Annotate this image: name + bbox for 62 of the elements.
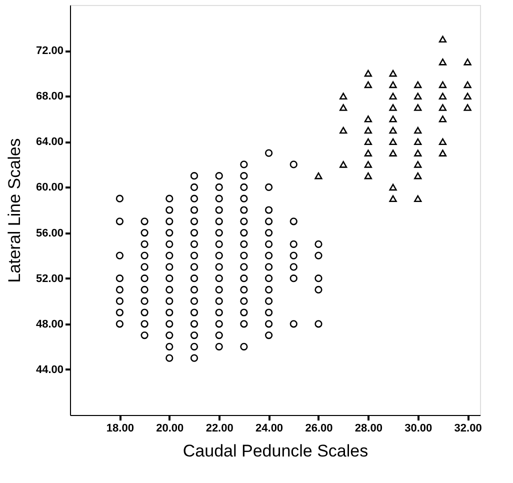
- y-tick-label: 68.00: [36, 90, 64, 103]
- point: [414, 81, 422, 88]
- point: [438, 58, 447, 66]
- point: [389, 138, 397, 146]
- y-tick-label: 64.00: [36, 136, 64, 148]
- point: [389, 116, 397, 122]
- point: [414, 172, 422, 180]
- point: [364, 116, 372, 122]
- point: [464, 58, 472, 66]
- point: [414, 138, 422, 146]
- point: [364, 172, 372, 180]
- point: [438, 116, 447, 122]
- point: [364, 70, 372, 77]
- point: [414, 92, 422, 100]
- point: [464, 81, 472, 88]
- x-tick-label: 18.00: [106, 422, 134, 434]
- point: [464, 92, 472, 100]
- point: [389, 184, 397, 191]
- x-tick-label: 26.00: [305, 422, 333, 434]
- point: [340, 126, 348, 134]
- point: [414, 150, 422, 156]
- point: [438, 138, 447, 146]
- point: [340, 92, 348, 100]
- y-axis-title: Lateral Line Scales: [4, 138, 24, 283]
- point: [389, 104, 397, 111]
- point: [414, 104, 422, 111]
- point: [438, 92, 447, 100]
- x-axis-title: Caudal Peduncle Scales: [182, 442, 368, 460]
- point: [364, 150, 372, 156]
- point: [438, 36, 447, 43]
- y-tick-label: 48.00: [36, 318, 64, 330]
- x-tick-label: 28.00: [354, 422, 382, 434]
- point: [464, 104, 472, 111]
- x-tick-label: 22.00: [206, 422, 234, 434]
- y-tick-label: 60.00: [36, 182, 64, 194]
- point: [389, 150, 397, 156]
- point: [414, 161, 422, 168]
- point: [438, 104, 447, 111]
- point: [364, 138, 372, 146]
- point: [340, 104, 348, 111]
- y-tick-label: 44.00: [36, 364, 64, 376]
- y-tick-label: 56.00: [36, 227, 64, 240]
- point: [314, 172, 322, 180]
- x-tick-label: 24.00: [256, 422, 284, 434]
- point: [389, 195, 397, 202]
- x-tick-label: 20.00: [156, 422, 184, 434]
- point: [438, 150, 447, 156]
- point: [389, 81, 397, 88]
- point: [364, 81, 372, 88]
- point: [389, 126, 397, 134]
- point: [438, 81, 447, 88]
- point: [340, 161, 348, 168]
- y-tick-label: 72.00: [36, 45, 64, 58]
- point: [389, 70, 397, 77]
- point: [364, 126, 372, 134]
- point: [414, 126, 422, 134]
- point: [414, 195, 422, 202]
- point: [364, 161, 372, 168]
- x-tick-label: 32.00: [454, 422, 482, 434]
- x-tick-label: 30.00: [404, 422, 432, 434]
- y-tick-label: 52.00: [36, 272, 64, 285]
- point: [389, 92, 397, 100]
